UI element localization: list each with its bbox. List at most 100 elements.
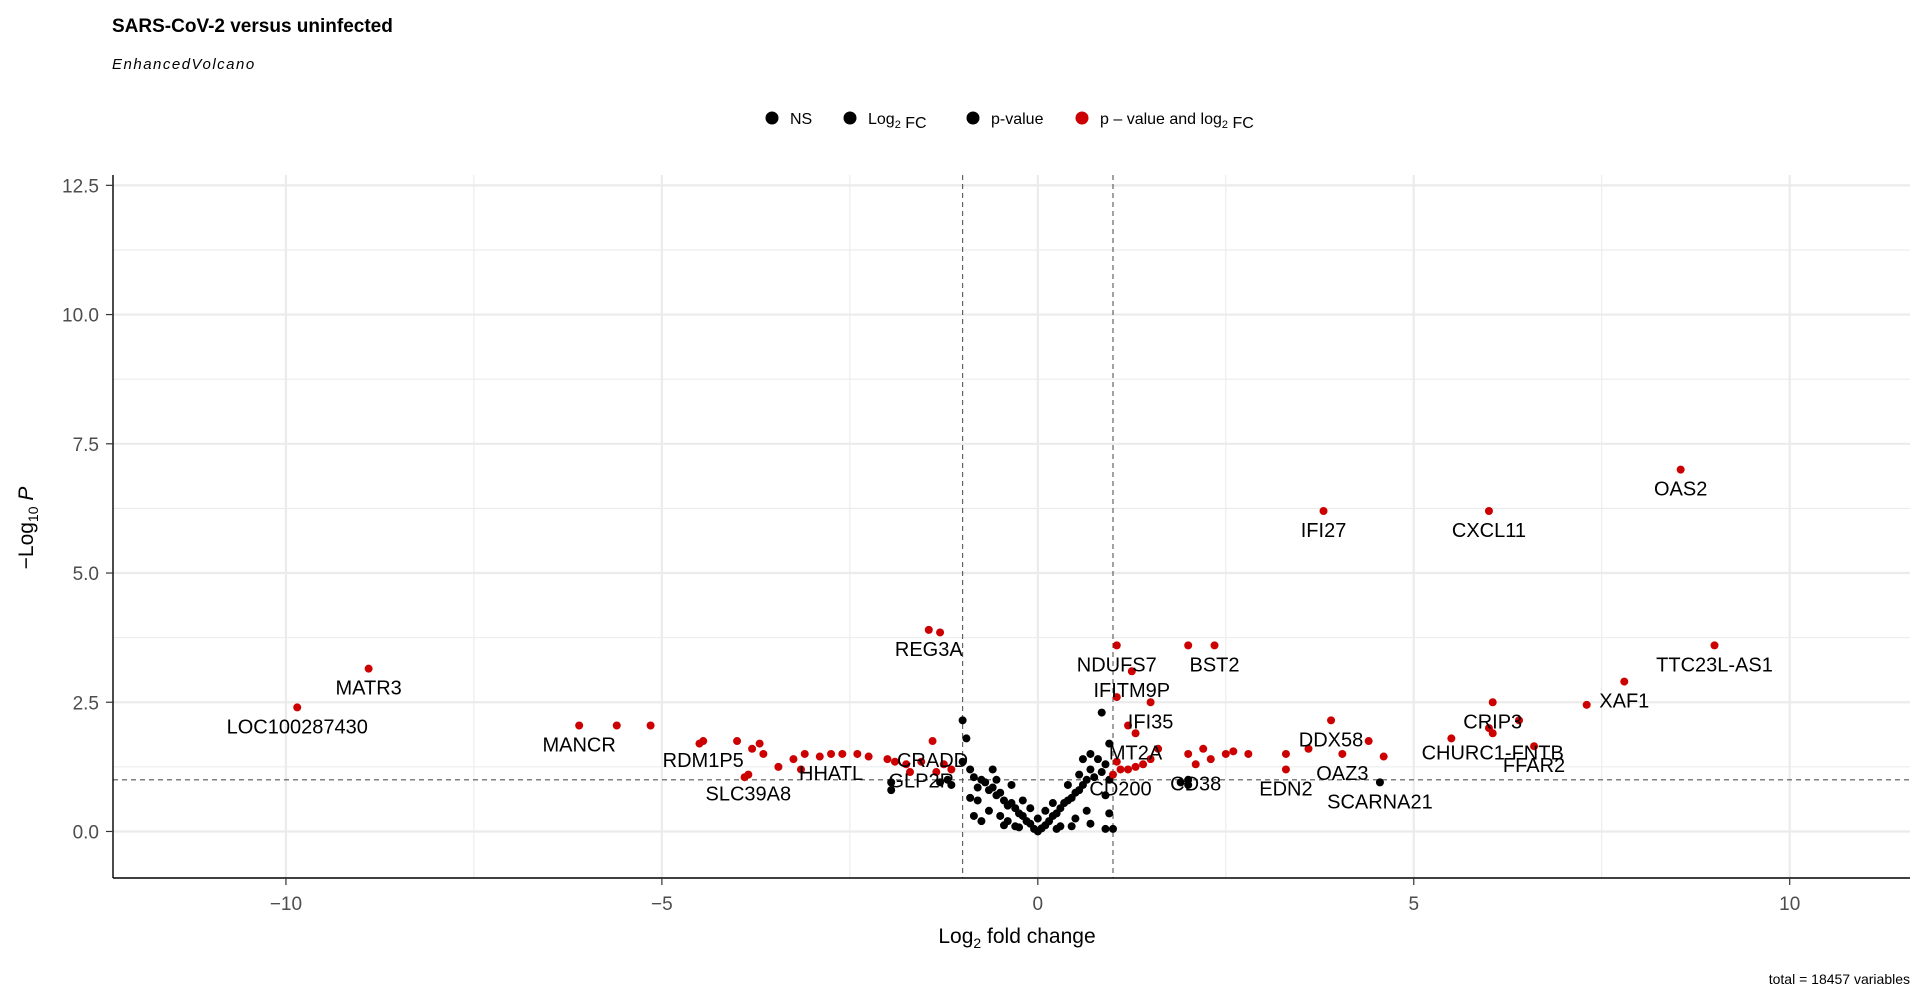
significant-point bbox=[1710, 641, 1719, 650]
significant-point bbox=[1447, 734, 1456, 743]
ns-point bbox=[947, 780, 956, 789]
significant-point bbox=[1515, 716, 1524, 725]
significant-point bbox=[1281, 749, 1290, 758]
gene-label: MT2A bbox=[1109, 742, 1163, 764]
significant-point bbox=[905, 768, 914, 777]
x-tick-label: 5 bbox=[1408, 894, 1419, 915]
significant-point bbox=[1112, 641, 1121, 650]
significant-point bbox=[827, 749, 836, 758]
legend: NS Log2 FC p-value p – value and log2 FC bbox=[765, 111, 1254, 132]
ns-point bbox=[1097, 708, 1106, 717]
significant-point bbox=[838, 749, 847, 758]
significant-point bbox=[1620, 677, 1629, 686]
ns-point bbox=[1033, 814, 1042, 823]
significant-point bbox=[864, 752, 873, 761]
gene-label: EDN2 bbox=[1259, 778, 1312, 800]
gene-label: BST2 bbox=[1189, 654, 1239, 676]
significant-point bbox=[1131, 729, 1140, 738]
gene-label: NDUFS7 bbox=[1077, 654, 1157, 676]
significant-point bbox=[774, 762, 783, 771]
ns-point bbox=[1097, 768, 1106, 777]
legend-key bbox=[1075, 111, 1089, 125]
significant-point bbox=[1154, 744, 1163, 753]
gene-label: DDX58 bbox=[1299, 729, 1363, 751]
ns-point bbox=[1086, 819, 1095, 828]
significant-point bbox=[575, 721, 584, 730]
x-tick-label: −5 bbox=[651, 894, 673, 915]
gene-label: CD200 bbox=[1089, 778, 1151, 800]
significant-point bbox=[612, 721, 621, 730]
legend-label: p-value bbox=[991, 111, 1044, 128]
significant-point bbox=[1184, 641, 1193, 650]
gene-label: CHURC1-FNTB bbox=[1422, 742, 1564, 764]
significant-point bbox=[939, 760, 948, 769]
y-tick-label: 2.5 bbox=[73, 693, 99, 714]
ns-point bbox=[1093, 755, 1102, 764]
ns-point bbox=[1101, 760, 1110, 769]
ns-point bbox=[1026, 804, 1035, 813]
ns-point bbox=[1375, 778, 1384, 787]
gene-label: REG3A bbox=[895, 639, 963, 661]
significant-point bbox=[902, 760, 911, 769]
significant-point bbox=[1488, 729, 1497, 738]
gene-label: CRADD bbox=[897, 750, 968, 772]
significant-point bbox=[1327, 716, 1336, 725]
significant-point bbox=[1676, 465, 1685, 474]
significant-point bbox=[1124, 721, 1133, 730]
significant-point bbox=[1146, 755, 1155, 764]
significant-point bbox=[936, 628, 945, 637]
ns-point bbox=[1048, 799, 1057, 808]
caption: total = 18457 variables bbox=[1769, 971, 1910, 987]
ns-point bbox=[973, 783, 982, 792]
gene-label: LOC100287430 bbox=[227, 716, 368, 738]
ns-point bbox=[936, 778, 945, 787]
ns-point bbox=[1071, 814, 1080, 823]
gene-label: MATR3 bbox=[335, 678, 401, 700]
y-axis-title: −Log10 P bbox=[15, 487, 41, 570]
significant-point bbox=[796, 765, 805, 774]
significant-point bbox=[1184, 749, 1193, 758]
y-tick-label: 0.0 bbox=[73, 822, 99, 843]
significant-point bbox=[1109, 770, 1118, 779]
significant-point bbox=[1488, 698, 1497, 707]
ns-point bbox=[1067, 822, 1076, 831]
legend-key bbox=[765, 111, 779, 125]
significant-point bbox=[1229, 747, 1238, 756]
ns-point bbox=[977, 817, 986, 826]
ns-point bbox=[992, 775, 1001, 784]
ns-point bbox=[984, 806, 993, 815]
ns-point bbox=[887, 786, 896, 795]
significant-point bbox=[1199, 744, 1208, 753]
ns-point bbox=[996, 788, 1005, 797]
significant-point bbox=[815, 752, 824, 761]
gene-label: GLP2R bbox=[888, 771, 954, 793]
y-tick-label: 7.5 bbox=[73, 435, 99, 456]
ns-point bbox=[1082, 806, 1091, 815]
ns-point bbox=[1184, 780, 1193, 789]
legend-label: p – value and log2 FC bbox=[1100, 111, 1254, 132]
significant-point bbox=[1206, 755, 1215, 764]
ns-point bbox=[1176, 778, 1185, 787]
ns-point bbox=[1015, 823, 1024, 832]
ns-point bbox=[999, 821, 1008, 830]
significant-point bbox=[759, 749, 768, 758]
ns-point bbox=[1101, 824, 1110, 833]
significant-point bbox=[1484, 506, 1493, 515]
significant-point bbox=[917, 757, 926, 766]
ns-point bbox=[1007, 780, 1016, 789]
significant-point bbox=[1530, 742, 1539, 751]
x-tick-label: 10 bbox=[1779, 894, 1800, 915]
significant-point bbox=[1124, 765, 1133, 774]
significant-point bbox=[744, 770, 753, 779]
ns-point bbox=[962, 734, 971, 743]
ns-point bbox=[969, 811, 978, 820]
y-tick-label: 5.0 bbox=[73, 564, 99, 585]
gene-label: CRIP3 bbox=[1463, 711, 1522, 733]
significant-point bbox=[947, 765, 956, 774]
x-tick-label: 0 bbox=[1033, 894, 1044, 915]
ns-point bbox=[1082, 775, 1091, 784]
grid bbox=[113, 175, 1910, 878]
significant-point bbox=[890, 757, 899, 766]
x-axis-title: Log2 fold change bbox=[938, 925, 1095, 951]
significant-point bbox=[1139, 760, 1148, 769]
